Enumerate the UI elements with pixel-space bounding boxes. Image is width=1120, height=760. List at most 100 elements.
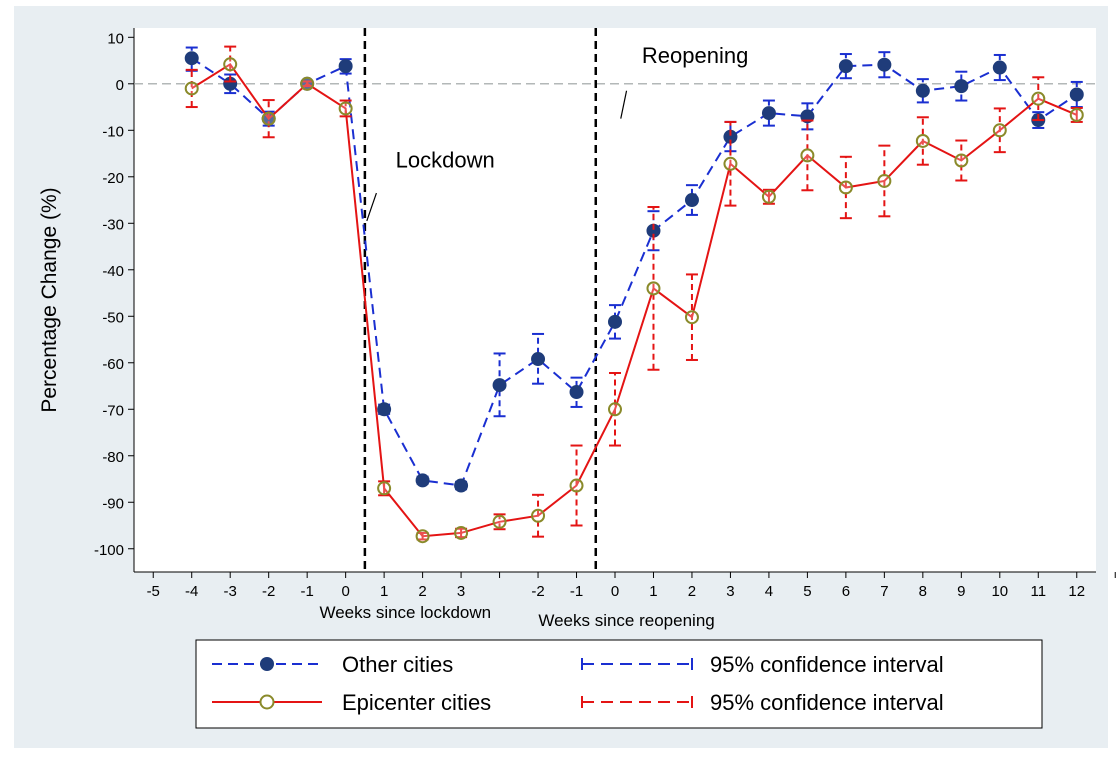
x-tick-label: 9 — [957, 583, 965, 600]
other-cities-point — [915, 83, 930, 98]
x-axis-label-reopening: Weeks since reopening — [538, 611, 714, 630]
epicenter-cities-point — [684, 310, 699, 325]
y-tick-label: -20 — [102, 170, 124, 187]
legend-label: 95% confidence interval — [710, 652, 944, 677]
y-tick-label: -50 — [102, 309, 124, 326]
x-tick-label: 5 — [803, 583, 811, 600]
legend-marker — [259, 694, 275, 710]
epicenter-cities-ci-bar — [224, 45, 237, 83]
other-cities-point — [377, 402, 392, 417]
epicenter-cities-point — [761, 189, 776, 204]
x-tick-label: 0 — [341, 583, 349, 600]
annotation-lockdown: Lockdown — [396, 147, 495, 172]
x-tick-label: 6 — [842, 583, 850, 600]
y-tick-label: -90 — [102, 495, 124, 512]
y-tick-label: -10 — [102, 123, 124, 140]
epicenter-cities-point — [954, 153, 969, 168]
y-tick-label: -30 — [102, 216, 124, 233]
epicenter-cities-ci-bar — [262, 99, 275, 139]
legend: Other cities 95% confidence interval Epice… — [195, 639, 1043, 729]
epicenter-cities-point — [569, 478, 584, 493]
x-tick-label: -2 — [262, 583, 275, 600]
x-tick-label: -1 — [570, 583, 583, 600]
x-tick-label: 1 — [649, 583, 657, 600]
other-cities-point — [877, 57, 892, 72]
y-tick-label: -60 — [102, 356, 124, 373]
x-tick-label: 11 — [1030, 583, 1046, 600]
legend-box — [195, 639, 1043, 729]
epicenter-cities-point — [1069, 107, 1084, 122]
legend-marker — [260, 657, 274, 671]
legend-label: Other cities — [342, 652, 453, 677]
x-tick-label: 1 — [380, 583, 388, 600]
other-cities-point — [184, 51, 199, 66]
other-cities-point — [338, 59, 353, 74]
other-cities-series — [184, 46, 1084, 493]
epicenter-cities-point — [608, 402, 622, 417]
x-tick-label: 3 — [726, 583, 734, 600]
y-tick-label: 10 — [107, 30, 124, 47]
other-cities-point — [569, 385, 584, 400]
y-tick-label: -40 — [102, 263, 124, 280]
epicenter-cities-point — [877, 173, 892, 188]
other-cities-point — [608, 314, 622, 329]
legend-entry-3: Epicenter cities — [212, 690, 491, 715]
x-tick-label: 0 — [611, 583, 619, 600]
epicenter-cities-point — [300, 76, 315, 91]
x-tick-label: 12 — [1068, 583, 1085, 600]
other-cities-point — [761, 106, 776, 121]
other-cities-point — [954, 79, 969, 94]
other-cities-point — [492, 378, 507, 393]
x-tick-label: -5 — [147, 583, 160, 600]
x-tick-label: -1 — [300, 583, 313, 600]
legend-entry-4: 95% confidence interval — [581, 690, 944, 715]
epicenter-cities-point — [261, 111, 276, 126]
x-tick-label: -4 — [185, 583, 198, 600]
plot-area — [134, 28, 1096, 572]
x-tick-label: 3 — [457, 583, 465, 600]
other-cities-line — [191, 57, 1078, 487]
epicenter-cities-ci-bar — [570, 444, 583, 527]
epicenter-cities-point — [915, 133, 930, 148]
epicenter-cities-ci-bar — [955, 139, 968, 182]
other-cities-point — [992, 60, 1007, 75]
epicenter-cities-series — [184, 45, 1084, 544]
legend-label: Epicenter cities — [342, 690, 491, 715]
epicenter-cities-point — [454, 525, 469, 540]
epicenter-cities-point — [531, 508, 546, 523]
x-axis-label-lockdown: Weeks since lockdown — [319, 603, 491, 622]
x-tick-label: -2 — [531, 583, 544, 600]
epicenter-cities-point — [1031, 91, 1046, 106]
epicenter-cities-point — [492, 514, 507, 529]
epicenter-cities-point — [723, 156, 738, 171]
y-tick-label: -80 — [102, 449, 124, 466]
y-tick-label: -70 — [102, 402, 124, 419]
legend-entry-2: 95% confidence interval — [581, 652, 944, 677]
x-tick-label: 4 — [765, 583, 773, 600]
x-tick-label: 2 — [418, 583, 426, 600]
annotation-reopening: Reopening — [642, 43, 748, 68]
other-cities-point — [415, 473, 430, 488]
epicenter-cities-line — [191, 62, 1078, 538]
epicenter-cities-point — [223, 57, 238, 72]
epicenter-cities-ci-bar — [185, 68, 198, 109]
y-axis-label: Percentage Change (%) — [38, 187, 61, 412]
other-cities-ci-bar — [609, 304, 621, 340]
epicenter-cities-point — [377, 481, 392, 496]
epicenter-cities-point — [338, 101, 353, 116]
epicenter-cities-ci-bar — [609, 371, 621, 447]
epicenter-cities-point — [838, 180, 853, 195]
x-tick-label: 8 — [919, 583, 927, 600]
other-cities-point — [1069, 87, 1084, 102]
epicenter-cities-point — [184, 81, 199, 96]
annotation-reopening-pointer — [620, 90, 628, 119]
y-tick-label: -100 — [94, 542, 124, 559]
epicenter-cities-point — [646, 281, 661, 296]
epicenter-cities-point — [800, 148, 815, 163]
x-tick-label: 7 — [880, 583, 888, 600]
other-cities-point — [531, 352, 546, 367]
other-cities-point — [684, 193, 699, 208]
other-cities-point — [454, 478, 469, 493]
